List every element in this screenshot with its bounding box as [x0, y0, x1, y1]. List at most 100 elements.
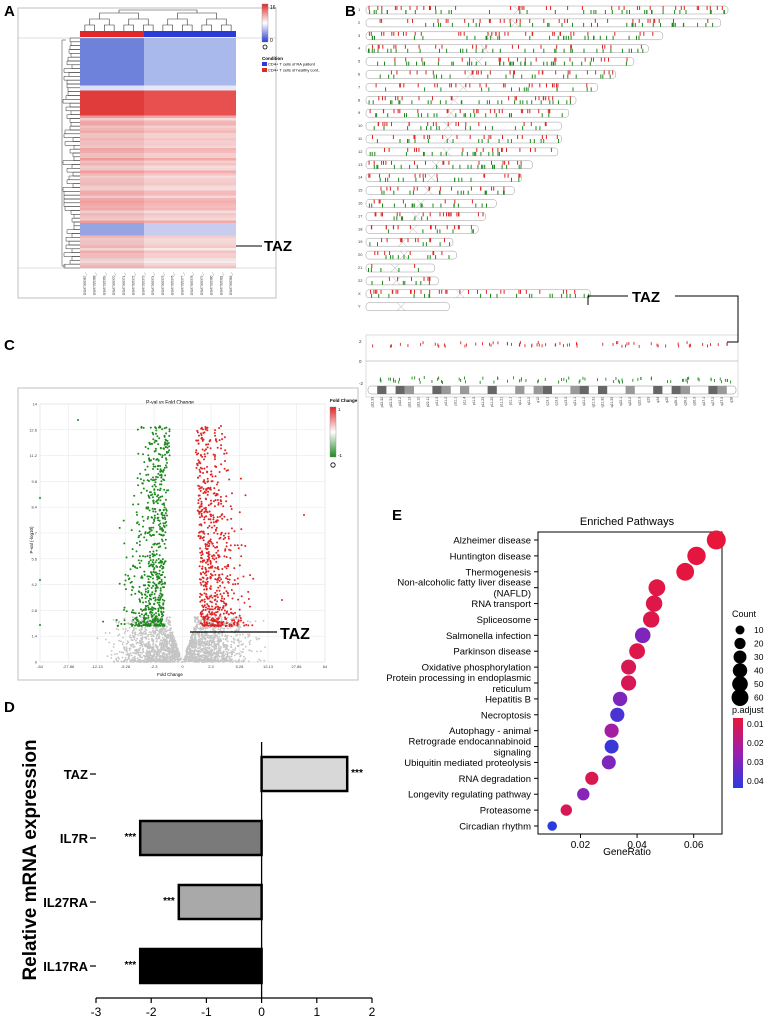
point-ns — [220, 616, 223, 619]
up-gene-tick — [427, 135, 429, 139]
point-ns — [139, 660, 142, 663]
point-up — [199, 581, 202, 584]
point-up — [217, 586, 220, 589]
point-down — [162, 571, 164, 574]
heatmap-row-cell — [144, 260, 236, 264]
up-gene-tick — [414, 31, 416, 36]
up-gene-tick — [555, 57, 557, 62]
down-gene-tick — [396, 216, 398, 221]
point-ns — [212, 652, 215, 654]
sample-label: GSM7395376_.. — [171, 272, 175, 295]
point-down — [136, 428, 139, 431]
point-ns — [241, 633, 244, 636]
up-gene-tick — [472, 70, 474, 75]
up-gene-tick — [675, 6, 677, 10]
up-gene-tick — [593, 57, 594, 62]
heatmap-row-cell — [80, 230, 144, 234]
point-ns — [201, 638, 204, 641]
point-ns — [214, 644, 217, 646]
down-gene-tick — [488, 87, 490, 92]
point-ns — [248, 634, 251, 637]
down-gene-tick — [521, 74, 523, 79]
point-down — [131, 548, 134, 551]
point-up — [206, 580, 209, 583]
point-down — [138, 555, 141, 558]
point-ns — [209, 659, 211, 662]
up-gene-tick — [531, 83, 533, 88]
point-ns — [129, 652, 132, 654]
down-gene-tick — [572, 22, 573, 27]
down-gene-tick — [480, 293, 482, 298]
down-gene-tick — [568, 376, 570, 380]
point-down — [157, 519, 160, 522]
down-gene-tick — [529, 35, 531, 40]
up-gene-tick — [531, 343, 533, 347]
point-down — [147, 584, 150, 586]
up-gene-tick — [587, 31, 589, 36]
down-gene-tick — [464, 376, 465, 380]
point-down — [164, 498, 167, 501]
down-gene-tick — [535, 126, 537, 131]
point-up — [214, 475, 217, 478]
up-gene-tick — [413, 135, 415, 139]
point-down — [145, 539, 148, 542]
up-gene-tick — [422, 173, 424, 178]
down-gene-tick — [651, 10, 652, 14]
point-up — [227, 537, 230, 540]
up-gene-tick — [643, 31, 645, 36]
up-gene-tick — [471, 199, 473, 204]
point-down — [151, 516, 154, 519]
point-up — [199, 551, 202, 554]
point-up — [221, 606, 224, 609]
point-up — [200, 505, 203, 508]
heatmap-row-cell — [80, 145, 144, 149]
down-gene-tick — [465, 380, 466, 384]
up-gene-tick — [558, 18, 560, 23]
down-gene-tick — [566, 379, 567, 383]
down-gene-tick — [413, 35, 415, 40]
y-tick-label: 8.4 — [31, 505, 37, 510]
point-down — [151, 534, 154, 536]
heatmap-row-cell — [80, 143, 144, 146]
down-gene-tick — [371, 48, 373, 53]
down-gene-tick — [373, 48, 375, 53]
heatmap-row-cell — [80, 105, 144, 109]
down-gene-tick — [660, 22, 661, 27]
down-gene-tick — [487, 139, 489, 143]
point-down — [120, 622, 123, 625]
point-down — [159, 528, 162, 530]
up-gene-tick — [456, 212, 458, 217]
point-ns — [123, 617, 126, 620]
down-gene-tick — [503, 61, 505, 66]
up-gene-tick — [380, 289, 382, 294]
point-ns — [145, 652, 147, 655]
down-gene-tick — [417, 113, 419, 118]
up-gene-tick — [632, 18, 634, 23]
panel-a-letter: A — [4, 3, 15, 20]
point-down — [158, 489, 161, 492]
up-gene-tick — [435, 122, 437, 127]
point-ns — [137, 648, 140, 651]
down-gene-tick — [472, 229, 474, 234]
heatmap-row-cell — [144, 80, 236, 84]
point-down — [163, 581, 166, 584]
point-down — [158, 594, 161, 597]
down-gene-tick — [569, 293, 571, 298]
heatmap-colorbar-min: 0 — [270, 38, 273, 44]
point-ns — [209, 635, 211, 638]
point-up — [208, 544, 211, 547]
up-gene-tick — [525, 31, 527, 36]
down-gene-tick — [566, 293, 568, 298]
down-gene-tick — [481, 139, 483, 143]
down-gene-tick — [446, 48, 448, 53]
point-ns — [134, 655, 136, 658]
up-gene-tick — [415, 238, 417, 243]
chromosome-ideogram — [365, 31, 664, 41]
point-up — [206, 471, 209, 474]
point-up — [207, 504, 210, 507]
point-ns — [164, 649, 167, 651]
heatmap-row-cell — [144, 158, 236, 161]
point-ns — [168, 639, 171, 642]
point-down — [153, 441, 156, 444]
point-ns — [205, 648, 208, 651]
